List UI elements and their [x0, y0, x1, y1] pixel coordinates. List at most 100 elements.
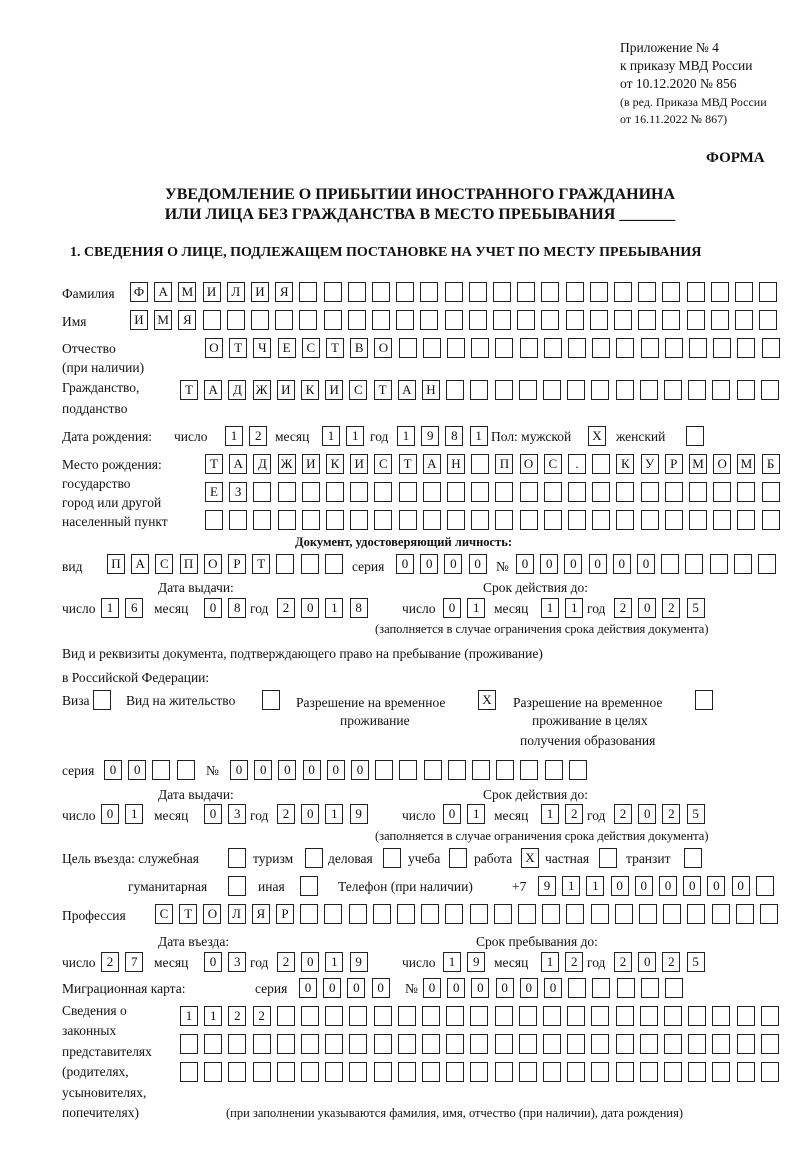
cell-rep2[interactable]: [349, 1034, 368, 1054]
cell-doc-number[interactable]: 0: [516, 554, 534, 574]
cell-doc-issue-month[interactable]: 8: [228, 598, 247, 618]
cell-doc-number[interactable]: 0: [612, 554, 631, 574]
cell-birthplace1[interactable]: Р: [664, 454, 683, 474]
checkbox-residence[interactable]: [262, 690, 280, 710]
cell-surname[interactable]: [347, 282, 366, 302]
cell-right-issue-year[interactable]: 1: [325, 804, 344, 824]
cell-surname[interactable]: И: [251, 282, 269, 302]
cell-name[interactable]: [493, 310, 511, 330]
cell-doc-kind[interactable]: Т: [252, 554, 271, 574]
cell-profession[interactable]: [542, 904, 561, 924]
cell-mig-number[interactable]: 0: [423, 978, 441, 998]
cell-rep3[interactable]: [760, 1062, 779, 1082]
cell-profession[interactable]: [493, 904, 512, 924]
cell-patronymic[interactable]: [761, 338, 780, 358]
cell-birthplace2[interactable]: [689, 482, 707, 502]
cell-entry-month[interactable]: 0: [204, 952, 222, 972]
cell-rep3[interactable]: [518, 1062, 537, 1082]
cell-rep1[interactable]: [446, 1006, 465, 1026]
cell-right-number[interactable]: [375, 760, 394, 780]
checkbox-p-study[interactable]: [449, 848, 467, 868]
cell-patronymic[interactable]: [713, 338, 732, 358]
cell-doc-valid-day[interactable]: 0: [443, 598, 461, 618]
cell-surname[interactable]: Ф: [130, 282, 148, 302]
cell-doc-kind[interactable]: [276, 554, 295, 574]
cell-profession[interactable]: [518, 904, 536, 924]
cell-mig-number[interactable]: [640, 978, 659, 998]
cell-birthplace2[interactable]: [447, 482, 465, 502]
cell-right-number[interactable]: [568, 760, 587, 780]
cell-birthplace3[interactable]: [664, 510, 683, 530]
checkbox-p-tourism[interactable]: [305, 848, 323, 868]
cell-citizenship[interactable]: [494, 380, 513, 400]
cell-surname[interactable]: [323, 282, 342, 302]
cell-rep2[interactable]: [422, 1034, 440, 1054]
cell-birthplace2[interactable]: [398, 482, 417, 502]
cell-name[interactable]: [275, 310, 294, 330]
cell-rep3[interactable]: [180, 1062, 198, 1082]
cell-profession[interactable]: [590, 904, 609, 924]
cell-birthplace1[interactable]: И: [301, 454, 320, 474]
cell-name[interactable]: [735, 310, 753, 330]
cell-birth-day[interactable]: 2: [249, 426, 268, 446]
cell-surname[interactable]: [662, 282, 681, 302]
cell-birthplace3[interactable]: [350, 510, 369, 530]
cell-surname[interactable]: Л: [226, 282, 245, 302]
cell-doc-valid-year[interactable]: 2: [614, 598, 632, 618]
cell-birth-month[interactable]: 1: [346, 426, 365, 446]
checkbox-tempedu[interactable]: [695, 690, 713, 710]
cell-rep2[interactable]: [760, 1034, 779, 1054]
cell-rep1[interactable]: [470, 1006, 489, 1026]
cell-birthplace2[interactable]: [640, 482, 659, 502]
cell-doc-kind[interactable]: [324, 554, 343, 574]
cell-surname[interactable]: [759, 282, 778, 302]
checkbox-male[interactable]: X: [588, 426, 606, 446]
cell-patronymic[interactable]: [495, 338, 514, 358]
cell-right-valid-year[interactable]: 2: [662, 804, 681, 824]
cell-rep1[interactable]: [349, 1006, 368, 1026]
cell-mig-number[interactable]: 0: [519, 978, 538, 998]
cell-mig-number[interactable]: 0: [495, 978, 514, 998]
checkbox-p-business[interactable]: [383, 848, 401, 868]
cell-mig-number[interactable]: 0: [471, 978, 490, 998]
cell-right-issue-year[interactable]: 0: [301, 804, 320, 824]
cell-rep2[interactable]: [325, 1034, 344, 1054]
cell-name[interactable]: [517, 310, 536, 330]
cell-rep3[interactable]: [736, 1062, 755, 1082]
cell-patronymic[interactable]: О: [374, 338, 393, 358]
cell-patronymic[interactable]: [543, 338, 562, 358]
cell-profession[interactable]: [639, 904, 657, 924]
cell-right-valid-year[interactable]: 2: [614, 804, 632, 824]
cell-birthplace1[interactable]: Д: [253, 454, 272, 474]
cell-right-valid-day[interactable]: 1: [467, 804, 486, 824]
checkbox-p-other[interactable]: [300, 876, 318, 896]
cell-doc-kind[interactable]: [300, 554, 319, 574]
cell-rep1[interactable]: 1: [204, 1006, 223, 1026]
cell-phone[interactable]: 0: [707, 876, 726, 896]
cell-rep3[interactable]: [204, 1062, 223, 1082]
cell-surname[interactable]: [565, 282, 584, 302]
cell-birthplace2[interactable]: [737, 482, 756, 502]
cell-doc-valid-month[interactable]: 1: [541, 598, 559, 618]
cell-birthplace3[interactable]: [592, 510, 611, 530]
cell-citizenship[interactable]: Ж: [252, 380, 271, 400]
cell-birthplace2[interactable]: [592, 482, 611, 502]
cell-rep3[interactable]: [470, 1062, 489, 1082]
cell-patronymic[interactable]: Ч: [253, 338, 272, 358]
cell-citizenship[interactable]: Д: [228, 380, 247, 400]
cell-mig-series[interactable]: 0: [299, 978, 317, 998]
cell-right-issue-month[interactable]: 3: [228, 804, 247, 824]
cell-right-series[interactable]: [176, 760, 195, 780]
cell-rep3[interactable]: [397, 1062, 416, 1082]
cell-doc-kind[interactable]: О: [203, 554, 222, 574]
cell-surname[interactable]: [638, 282, 657, 302]
cell-citizenship[interactable]: [664, 380, 682, 400]
cell-surname[interactable]: [372, 282, 390, 302]
cell-birthplace1[interactable]: К: [326, 454, 344, 474]
cell-doc-issue-year[interactable]: 0: [301, 598, 320, 618]
cell-rep1[interactable]: [639, 1006, 658, 1026]
cell-doc-series[interactable]: 0: [468, 554, 487, 574]
cell-rep3[interactable]: [567, 1062, 586, 1082]
cell-right-valid-day[interactable]: 0: [443, 804, 461, 824]
cell-profession[interactable]: С: [155, 904, 173, 924]
